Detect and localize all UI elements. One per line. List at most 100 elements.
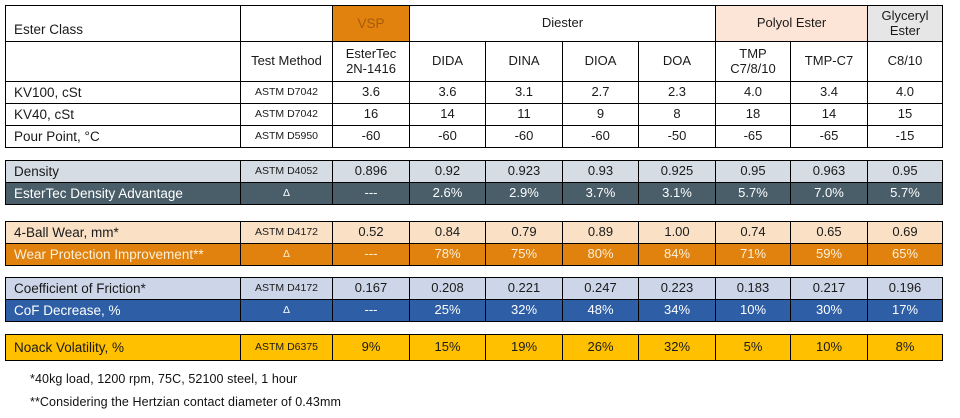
table-row-4ball-wear: 4-Ball Wear, mm* ASTM D4172 0.52 0.84 0.… xyxy=(5,221,943,244)
value-cell: 3.6 xyxy=(332,81,410,104)
value-cell: 0.208 xyxy=(409,277,486,300)
value-cell: 0.183 xyxy=(715,277,791,300)
ester-class-header: Ester Class xyxy=(5,5,241,42)
value-cell: 71% xyxy=(715,243,791,266)
row-label: EsterTec Density Advantage xyxy=(5,182,241,205)
blank-cell xyxy=(5,41,241,82)
table-row-pour-point: Pour Point, °C ASTM D5950 -60 -60 -60 -6… xyxy=(5,125,943,148)
value-cell: 0.92 xyxy=(409,160,486,183)
value-cell: 84% xyxy=(638,243,716,266)
value-cell: 0.74 xyxy=(715,221,791,244)
value-cell: 8% xyxy=(867,334,943,361)
delta-cell: Δ xyxy=(240,299,333,322)
value-cell: --- xyxy=(332,299,410,322)
value-cell: 18 xyxy=(715,103,791,126)
value-cell: 0.923 xyxy=(485,160,563,183)
row-label: Pour Point, °C xyxy=(5,125,241,148)
row-label: KV100, cSt xyxy=(5,81,241,104)
column-header-dida: DIDA xyxy=(409,41,486,82)
value-cell: 16 xyxy=(332,103,410,126)
value-cell: -65 xyxy=(715,125,791,148)
value-cell: 26% xyxy=(562,334,639,361)
value-cell: -65 xyxy=(790,125,868,148)
value-cell: 0.69 xyxy=(867,221,943,244)
value-cell: 17% xyxy=(867,299,943,322)
value-cell: 3.1% xyxy=(638,182,716,205)
section-gap xyxy=(6,205,943,222)
value-cell: -60 xyxy=(332,125,410,148)
value-cell: 34% xyxy=(638,299,716,322)
value-cell: 0.896 xyxy=(332,160,410,183)
section-gap xyxy=(6,266,943,278)
column-header-estertec: EsterTec 2N-1416 xyxy=(332,41,410,82)
value-cell: -60 xyxy=(409,125,486,148)
row-label: Noack Volatility, % xyxy=(5,334,241,361)
value-cell: 80% xyxy=(562,243,639,266)
value-cell: 3.7% xyxy=(562,182,639,205)
value-cell: 3.4 xyxy=(790,81,868,104)
table-row-noack-volatility: Noack Volatility, % ASTM D6375 9% 15% 19… xyxy=(5,334,943,361)
value-cell: 2.7 xyxy=(562,81,639,104)
value-cell: 8 xyxy=(638,103,716,126)
row-label: Wear Protection Improvement** xyxy=(5,243,241,266)
value-cell: 75% xyxy=(485,243,563,266)
value-cell: 0.925 xyxy=(638,160,716,183)
column-header-dina: DINA xyxy=(485,41,563,82)
column-header-c8-10: C8/10 xyxy=(867,41,943,82)
group-diester: Diester xyxy=(409,5,716,42)
value-cell: 0.93 xyxy=(562,160,639,183)
value-cell: 9% xyxy=(332,334,410,361)
value-cell: 2.6% xyxy=(409,182,486,205)
test-method-cell: ASTM D4052 xyxy=(240,160,333,183)
group-glyceryl-ester: Glyceryl Ester xyxy=(867,5,943,42)
value-cell: 59% xyxy=(790,243,868,266)
column-header-tmp-c78-10: TMP C7/8/10 xyxy=(715,41,791,82)
header-group-row: Ester Class VSP Diester Polyol Ester Gly… xyxy=(5,5,943,42)
value-cell: 5.7% xyxy=(715,182,791,205)
value-cell: 0.65 xyxy=(790,221,868,244)
value-cell: 15% xyxy=(409,334,486,361)
blank-cell xyxy=(240,5,333,42)
table-row-cof-decrease: CoF Decrease, % Δ --- 25% 32% 48% 34% 10… xyxy=(5,299,943,322)
value-cell: 3.1 xyxy=(485,81,563,104)
value-cell: 25% xyxy=(409,299,486,322)
value-cell: 19% xyxy=(485,334,563,361)
row-label: Density xyxy=(5,160,241,183)
value-cell: 0.84 xyxy=(409,221,486,244)
value-cell: 0.196 xyxy=(867,277,943,300)
row-label: Coefficient of Friction* xyxy=(5,277,241,300)
table-row-coefficient-friction: Coefficient of Friction* ASTM D4172 0.16… xyxy=(5,277,943,300)
value-cell: 10% xyxy=(715,299,791,322)
value-cell: 0.52 xyxy=(332,221,410,244)
group-polyol-ester: Polyol Ester xyxy=(715,5,868,42)
column-header-dioa: DIOA xyxy=(562,41,639,82)
test-method-cell: ASTM D5950 xyxy=(240,125,333,148)
value-cell: 0.963 xyxy=(790,160,868,183)
test-method-cell: ASTM D4172 xyxy=(240,221,333,244)
row-label: KV40, cSt xyxy=(5,103,241,126)
value-cell: 3.6 xyxy=(409,81,486,104)
test-method-cell: ASTM D4172 xyxy=(240,277,333,300)
header-column-row: Test Method EsterTec 2N-1416 DIDA DINA D… xyxy=(5,41,943,82)
value-cell: --- xyxy=(332,243,410,266)
value-cell: 32% xyxy=(485,299,563,322)
table-row-kv40: KV40, cSt ASTM D7042 16 14 11 9 8 18 14 … xyxy=(5,103,943,126)
ester-comparison-table: Ester Class VSP Diester Polyol Ester Gly… xyxy=(5,5,943,361)
value-cell: -60 xyxy=(562,125,639,148)
value-cell: 48% xyxy=(562,299,639,322)
delta-cell: Δ xyxy=(240,182,333,205)
value-cell: 0.95 xyxy=(715,160,791,183)
table-row-kv100: KV100, cSt ASTM D7042 3.6 3.6 3.1 2.7 2.… xyxy=(5,81,943,104)
test-method-cell: ASTM D7042 xyxy=(240,81,333,104)
value-cell: 65% xyxy=(867,243,943,266)
value-cell: 10% xyxy=(790,334,868,361)
value-cell: 0.79 xyxy=(485,221,563,244)
row-label: CoF Decrease, % xyxy=(5,299,241,322)
row-label: 4-Ball Wear, mm* xyxy=(5,221,241,244)
value-cell: 4.0 xyxy=(715,81,791,104)
value-cell: 0.223 xyxy=(638,277,716,300)
value-cell: 0.95 xyxy=(867,160,943,183)
value-cell: --- xyxy=(332,182,410,205)
value-cell: -50 xyxy=(638,125,716,148)
value-cell: 14 xyxy=(409,103,486,126)
